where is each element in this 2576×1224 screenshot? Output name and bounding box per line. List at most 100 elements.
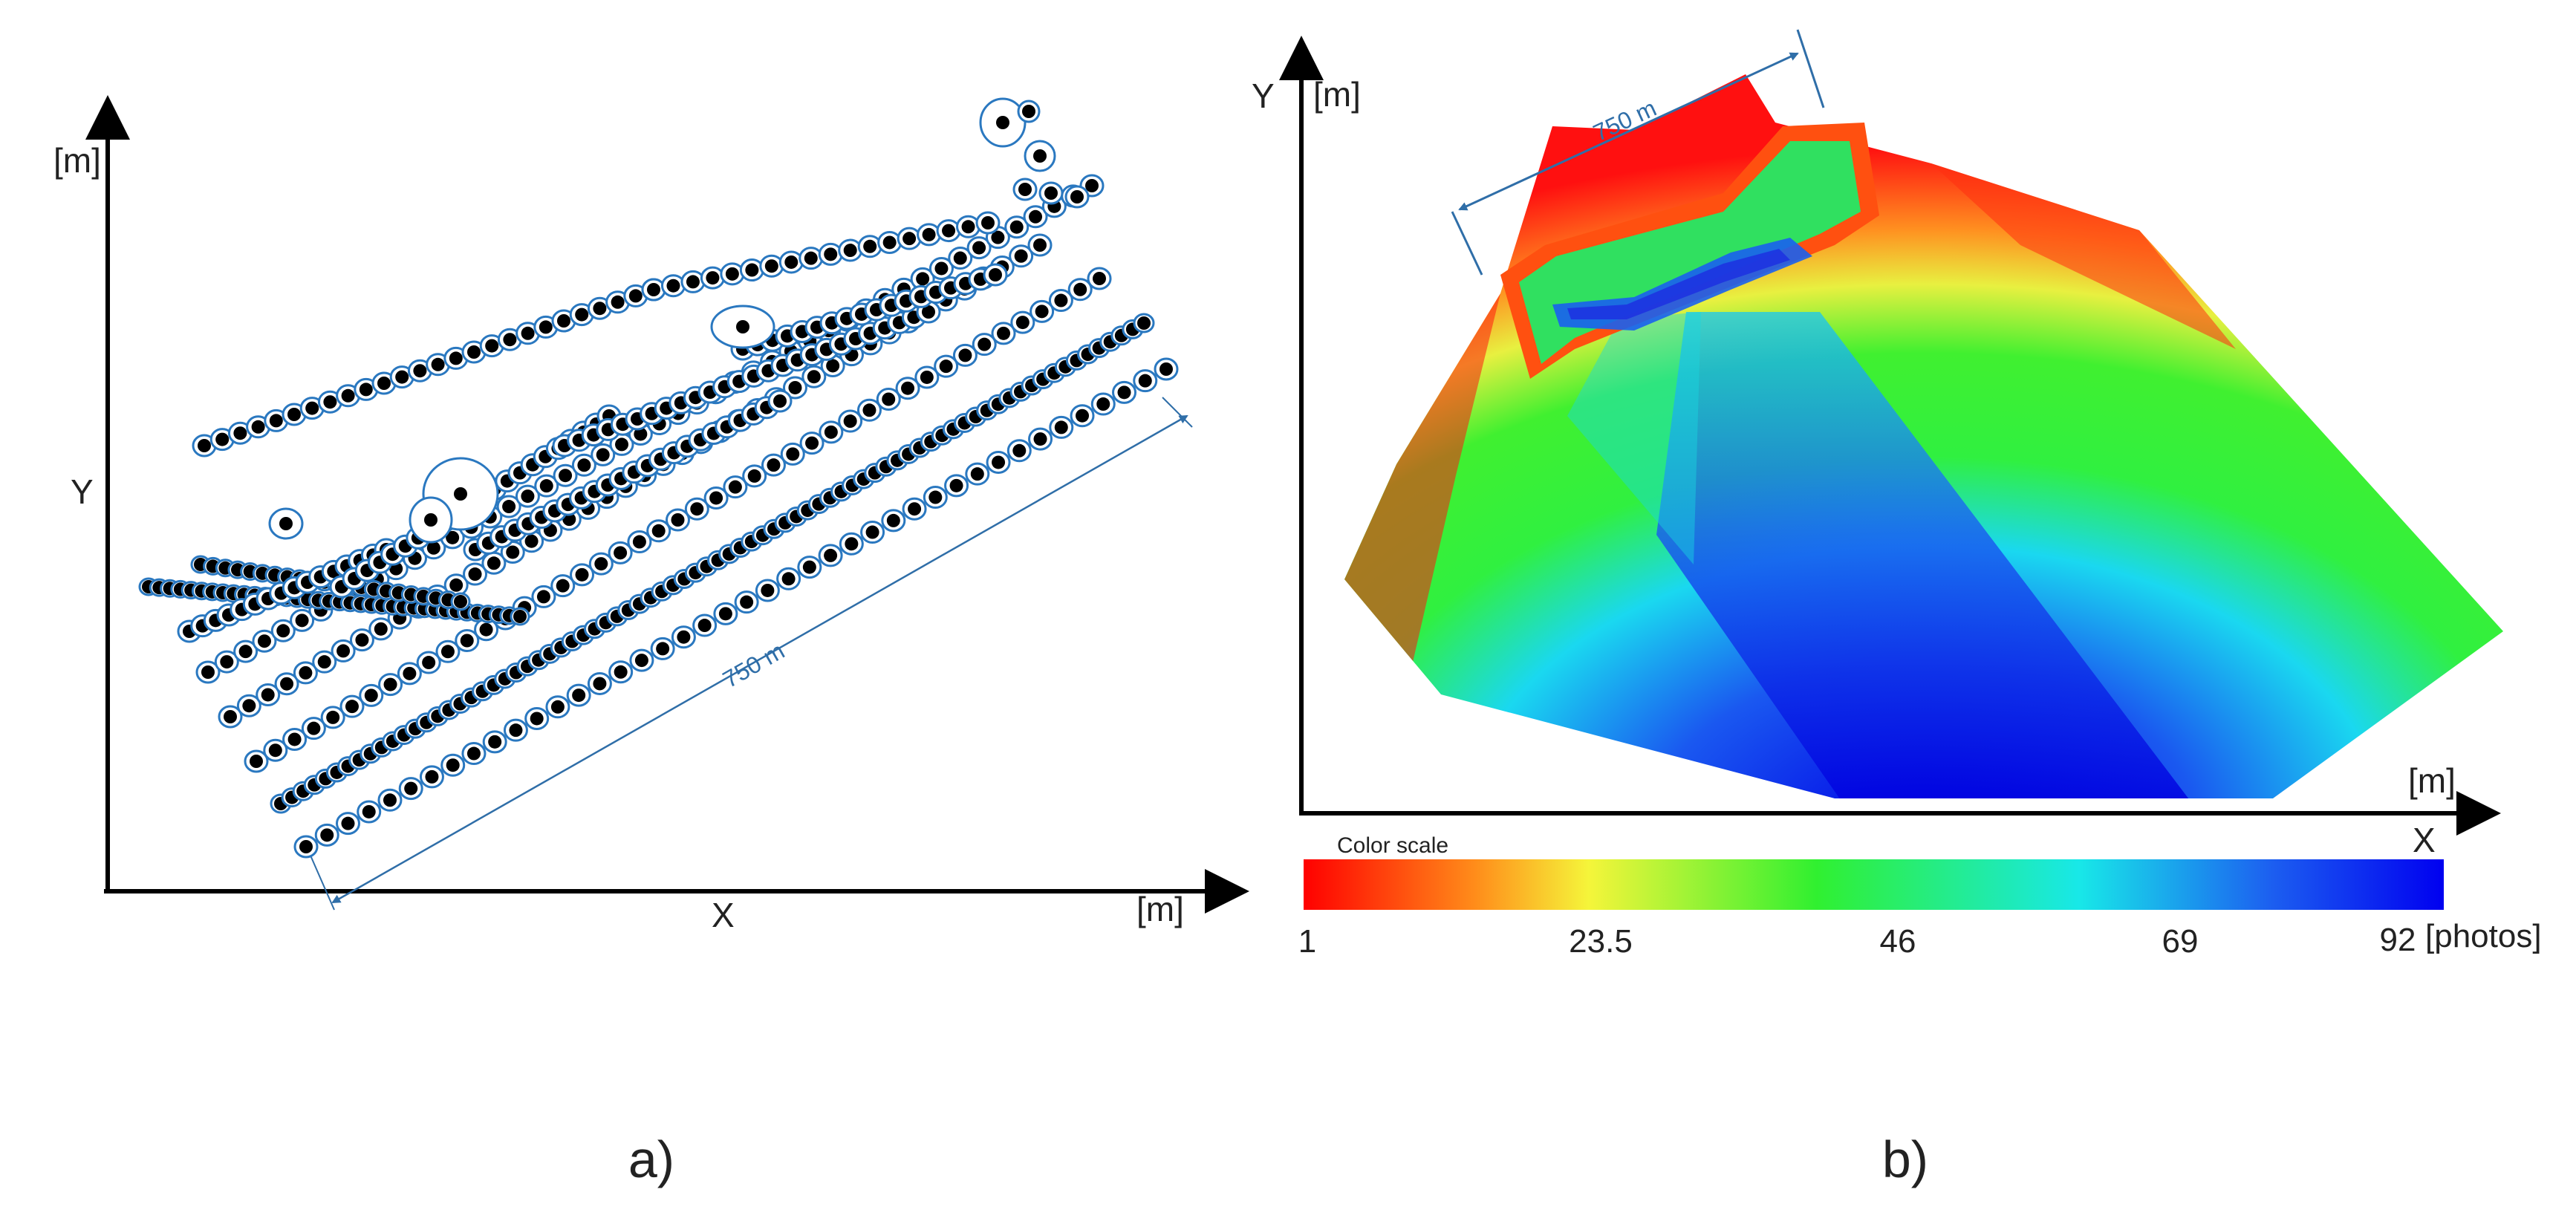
color-scale: Color scale 1 23.5 46 69 92 [photos]: [1298, 833, 2542, 960]
camera-position-point: [1096, 397, 1110, 411]
panel-a-camera-positions: [m] Y X [m] 750 m: [53, 95, 1249, 934]
camera-position-point: [922, 227, 936, 241]
camera-position-point: [882, 392, 896, 406]
camera-position-point: [928, 490, 943, 504]
camera-position-point: [1029, 209, 1043, 224]
camera-position-point: [261, 688, 275, 702]
camera-position-point: [575, 567, 589, 582]
camera-position-point: [377, 377, 391, 390]
camera-position-point: [882, 235, 897, 250]
camera-position-point: [395, 370, 409, 384]
camera-position-point: [773, 394, 787, 408]
camera-position-point: [466, 746, 481, 761]
camera-position-point: [467, 345, 481, 359]
camera-position-point: [460, 634, 474, 648]
panel-a-x-unit: [m]: [1136, 890, 1184, 928]
camera-position-point: [575, 307, 589, 322]
camera-position-point: [863, 239, 877, 253]
color-scale-tick-5: 92: [2380, 922, 2416, 958]
camera-position-point: [524, 534, 539, 548]
camera-position-point: [425, 769, 439, 784]
camera-position-point: [424, 513, 438, 527]
camera-position-point: [449, 578, 464, 592]
camera-position-point: [1015, 316, 1030, 330]
camera-position-point: [317, 655, 331, 669]
camera-position-point: [1054, 293, 1068, 307]
color-scale-title: Color scale: [1337, 833, 1448, 858]
camera-position-point: [989, 268, 1002, 281]
camera-position-point: [521, 489, 535, 504]
camera-position-point: [593, 677, 607, 691]
camera-position-point: [503, 333, 517, 347]
camera-position-point: [594, 557, 608, 571]
camera-position-point: [632, 535, 646, 549]
camera-position-point: [215, 432, 230, 446]
camera-position-point: [706, 271, 720, 285]
camera-position-point: [287, 408, 301, 421]
camera-position-point: [557, 314, 570, 328]
camera-position-point: [320, 828, 334, 842]
camera-position-point: [614, 665, 628, 679]
camera-position-point: [747, 469, 761, 483]
camera-position-point: [299, 840, 313, 853]
camera-position-point: [323, 395, 337, 409]
camera-position-point: [788, 380, 802, 394]
camera-position-point: [671, 513, 685, 527]
camera-position-point: [961, 220, 975, 234]
color-scale-tick-1: 1: [1298, 923, 1316, 960]
camera-position-point: [922, 305, 935, 319]
camera-position-point: [690, 502, 704, 516]
camera-position-point: [413, 364, 427, 378]
camera-positions: [138, 97, 1179, 859]
camera-position-point: [287, 732, 302, 746]
camera-position-point: [1033, 238, 1047, 252]
panel-a-y-unit: [m]: [53, 141, 101, 180]
camera-position-point: [426, 541, 440, 555]
camera-position-point: [1014, 249, 1028, 263]
camera-position-point: [807, 370, 821, 384]
camera-position-point: [656, 642, 670, 656]
camera-position-point: [431, 357, 445, 371]
camera-position-point: [614, 546, 628, 560]
camera-position-point: [446, 758, 460, 772]
camera-position-point: [804, 251, 818, 265]
camera-position-point: [559, 469, 573, 483]
camera-position-point: [198, 439, 211, 452]
camera-position-point: [404, 781, 418, 795]
camera-position-point: [1070, 190, 1084, 204]
camera-position-point: [446, 530, 460, 544]
camera-position-point: [901, 381, 915, 395]
camera-position-point: [257, 634, 271, 648]
camera-position-point: [280, 677, 294, 691]
camera-position-point: [1022, 105, 1035, 118]
camera-position-point: [996, 116, 1009, 129]
camera-position-point: [374, 622, 388, 636]
camera-position-point: [615, 437, 629, 452]
color-scale-tick-3: 46: [1880, 923, 1916, 960]
camera-position-point: [269, 414, 283, 428]
camera-position-point: [250, 755, 263, 768]
camera-position-point: [440, 645, 455, 659]
camera-position-point: [824, 425, 838, 439]
camera-position-point: [383, 677, 397, 691]
camera-position-point: [647, 283, 660, 296]
camera-position-point: [454, 595, 467, 608]
camera-position-point: [718, 607, 732, 621]
caption-a: a): [628, 1130, 674, 1188]
camera-position-point: [1018, 183, 1032, 196]
camera-position-point: [1085, 179, 1099, 192]
camera-position-point: [745, 263, 759, 277]
camera-position-point: [577, 458, 591, 472]
camera-position-point: [958, 348, 972, 362]
camera-position-point: [1137, 316, 1151, 330]
camera-position-point: [224, 710, 237, 723]
camera-position-point: [572, 688, 586, 703]
camera-position-point: [902, 232, 917, 246]
camera-position-point: [862, 403, 876, 417]
camera-position-point: [201, 665, 215, 679]
camera-position-point: [550, 700, 565, 714]
camera-position-point: [826, 359, 840, 373]
camera-position-point: [362, 804, 376, 818]
camera-position-point: [1054, 420, 1068, 434]
camera-position-point: [220, 655, 234, 669]
